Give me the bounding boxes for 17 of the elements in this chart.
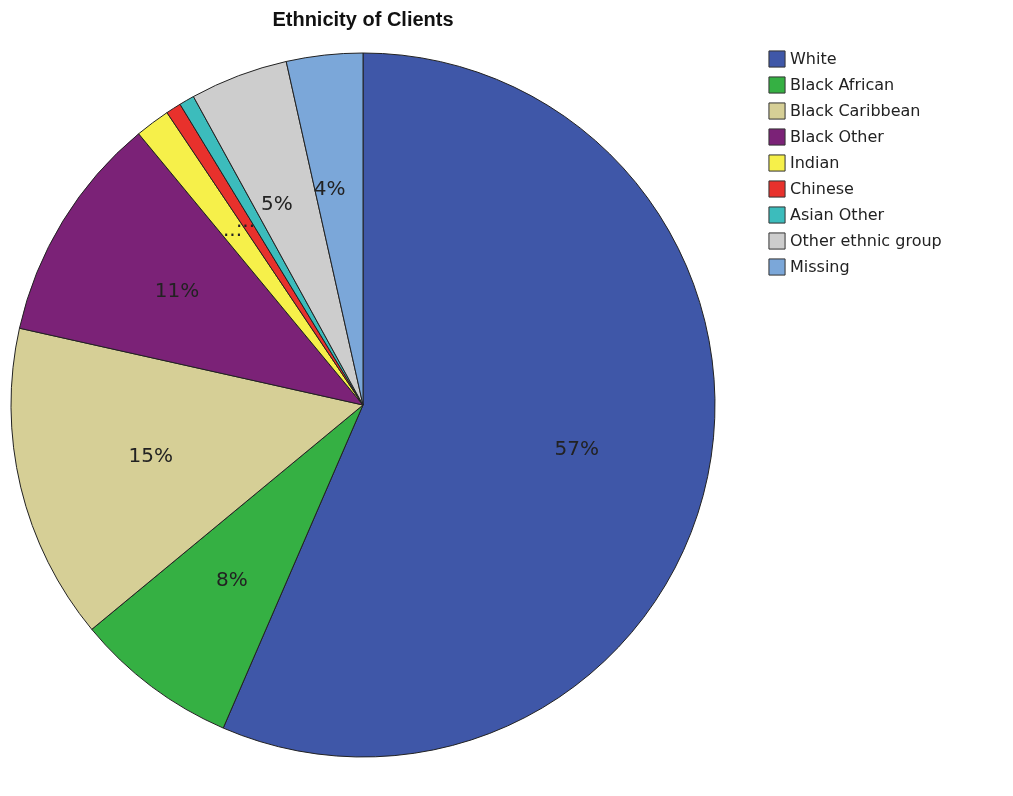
data-label: ... — [235, 208, 256, 233]
legend-label: Chinese — [790, 179, 854, 198]
legend-label: Black Other — [790, 127, 885, 146]
legend-label: Black African — [790, 75, 895, 94]
legend-label: Missing — [790, 257, 850, 276]
data-label: 4% — [313, 176, 346, 201]
chart-title: Ethnicity of Clients — [272, 8, 454, 30]
data-label: 11% — [154, 277, 200, 302]
data-label: 8% — [216, 566, 248, 591]
legend-label: Indian — [790, 153, 840, 172]
legend-label: Other ethnic group — [790, 231, 942, 250]
legend-label: Asian Other — [790, 205, 885, 224]
data-label: 15% — [128, 442, 174, 467]
data-label: 5% — [261, 191, 293, 216]
legend-label: White — [790, 49, 837, 68]
legend-label: Black Caribbean — [790, 101, 921, 120]
data-label: 57% — [554, 436, 599, 461]
